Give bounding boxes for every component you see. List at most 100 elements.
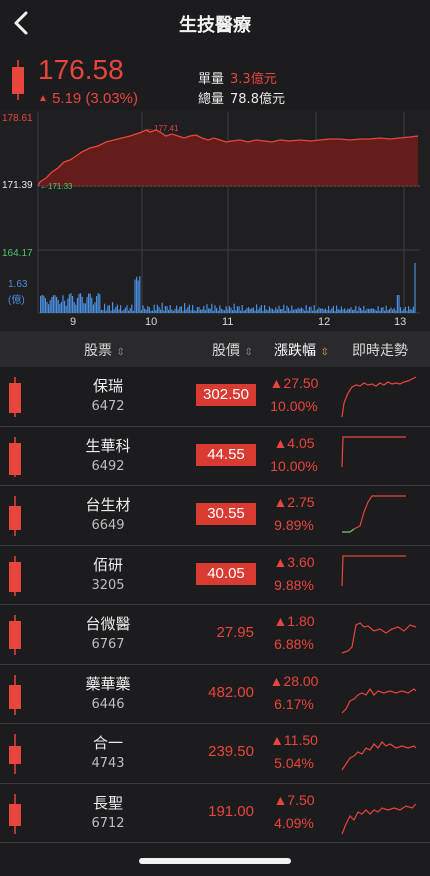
stock-change-pct: 9.89%: [274, 517, 314, 533]
volume-bar: [222, 309, 224, 313]
volume-bar: [276, 309, 278, 313]
volume-bar: [244, 310, 246, 313]
col-price-header[interactable]: 股價 ⇳: [212, 343, 253, 359]
up-arrow-icon: ▲: [273, 434, 288, 451]
table-row[interactable]: 長聖 6712 191.00 ▲7.50 4.09%: [0, 784, 430, 843]
stock-change: ▲7.50: [273, 791, 315, 808]
volume-bar: [198, 306, 200, 313]
volume-bar: [232, 310, 234, 313]
volume-bar: [72, 296, 74, 313]
volume-bar: [396, 295, 398, 313]
volume-bar: [273, 310, 275, 313]
volume-bar: [142, 305, 144, 313]
table-row[interactable]: 合一 4743 239.50 ▲11.50 5.04%: [0, 724, 430, 784]
volume-bar: [182, 310, 184, 313]
volume-bar: [278, 305, 280, 313]
volume-bar: [382, 307, 384, 313]
volume-bar: [376, 310, 378, 313]
chevron-left-icon[interactable]: [6, 6, 38, 40]
volume-bar: [124, 307, 126, 313]
volume-bar: [380, 307, 382, 313]
stock-code: 3205: [91, 577, 125, 593]
volume-bar: [315, 310, 317, 313]
candle-icon: [9, 674, 21, 715]
stock-price: 27.95: [216, 624, 254, 641]
volume-bar: [334, 311, 336, 313]
volume-bar: [139, 276, 141, 313]
volume-bar: [284, 310, 286, 313]
col-change-header[interactable]: 漲跌幅 ⇳: [274, 343, 329, 359]
volume-bar: [100, 309, 102, 313]
volume-bar: [62, 295, 64, 313]
volume-bar: [292, 309, 294, 313]
sparkline-chart: [341, 741, 417, 771]
stock-change-pct: 6.88%: [274, 636, 314, 652]
volume-bar: [256, 304, 258, 313]
stock-code: 6767: [91, 637, 125, 652]
x-tick-9: 9: [70, 316, 77, 328]
volume-bar: [44, 298, 46, 313]
home-indicator[interactable]: [139, 858, 291, 864]
volume-bar: [308, 306, 310, 313]
candle-icon: [9, 555, 21, 596]
volume-bar: [102, 309, 104, 313]
volume-bar: [398, 295, 400, 313]
volume-bar: [217, 310, 219, 313]
table-row[interactable]: 保瑞 6472 302.50 ▲27.50 10.00%: [0, 367, 430, 427]
x-tick-13: 13: [394, 316, 407, 328]
sparkline-chart: [342, 495, 406, 533]
volume-bar: [193, 310, 195, 313]
stock-change: ▲27.50: [269, 375, 319, 391]
volume-bar: [344, 308, 346, 313]
volume-bar: [316, 309, 318, 313]
stock-change-pct: 4.09%: [274, 814, 314, 831]
table-row[interactable]: 藥華藥 6446 482.00 ▲28.00 6.17%: [0, 665, 430, 724]
stock-price: 302.50: [196, 384, 256, 406]
table-row[interactable]: 台微醫 6767 27.95 ▲1.80 6.88%: [0, 605, 430, 665]
volume-bar: [187, 307, 189, 313]
volume-bar: [108, 305, 110, 313]
volume-bar: [241, 305, 243, 313]
volume-bar: [118, 309, 120, 313]
volume-bar: [83, 303, 85, 313]
stock-name: 台微醫: [85, 615, 131, 633]
col-stock-header[interactable]: 股票 ⇳: [84, 343, 125, 359]
up-arrow-icon: ▲: [273, 791, 288, 808]
volume-bar: [120, 305, 122, 313]
volume-bar: [177, 309, 179, 313]
volume-bar: [190, 310, 192, 313]
volume-bar: [254, 310, 256, 313]
total-volume-value: 78.8億元: [230, 92, 285, 107]
volume-bar: [252, 307, 254, 313]
intraday-chart[interactable]: 178.61 171.39 164.17 ←177.41 ←171.33 1.6…: [0, 110, 430, 330]
volume-bar: [60, 301, 62, 313]
volume-bar: [200, 309, 202, 313]
volume-bar: [323, 309, 325, 313]
volume-bar: [326, 310, 328, 313]
volume-bar: [156, 304, 158, 313]
volume-bar: [318, 307, 320, 313]
volume-bar: [342, 309, 344, 313]
volume-label: 單量: [198, 72, 225, 87]
volume-bar: [64, 300, 66, 313]
volume-bar: [265, 309, 267, 313]
sparkline-chart: [341, 803, 417, 834]
volume-bar: [150, 310, 152, 313]
volume-bar: [406, 310, 408, 313]
table-row[interactable]: 佰研 3205 40.05 ▲3.60 9.88%: [0, 546, 430, 605]
stock-name: 佰研: [92, 555, 123, 574]
volume-bar: [152, 310, 154, 313]
table-row[interactable]: 台生材 6649 30.55 ▲2.75 9.89%: [0, 486, 430, 546]
volume-bar: [112, 302, 114, 313]
volume-bar: [158, 306, 160, 313]
stock-price: 44.55: [196, 443, 256, 466]
volume-bar: [169, 305, 171, 313]
candle-icon: [9, 793, 21, 834]
volume-bar: [89, 293, 91, 313]
table-row[interactable]: 生華科 6492 44.55 ▲4.05 10.00%: [0, 427, 430, 486]
volume-bar: [228, 306, 230, 313]
total-volume-row: 總量 78.8億元: [198, 88, 285, 107]
volume-bar: [364, 310, 366, 313]
volume-row: 單量 3.3億元: [198, 68, 277, 87]
volume-bar: [240, 310, 242, 313]
